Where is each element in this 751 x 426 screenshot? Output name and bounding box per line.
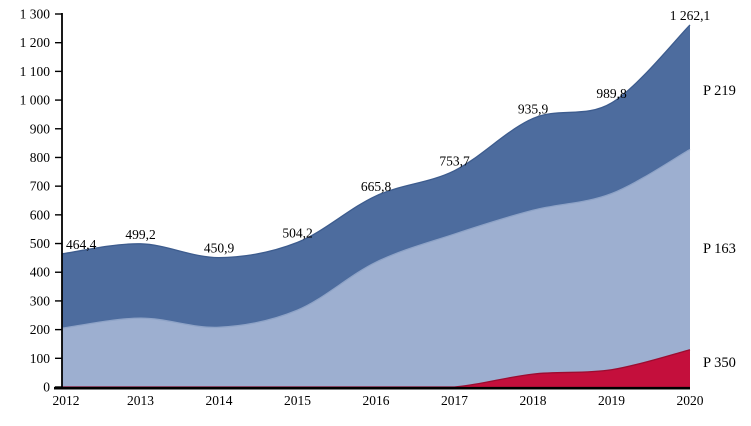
y-tick-label: 1 200 bbox=[20, 35, 51, 50]
x-tick-label: 2012 bbox=[53, 393, 80, 408]
x-tick-label: 2019 bbox=[598, 393, 625, 408]
data-label: 989,8 bbox=[596, 86, 627, 101]
y-tick-label: 1 000 bbox=[20, 93, 51, 108]
data-label: 450,9 bbox=[204, 241, 235, 256]
x-tick-label: 2020 bbox=[677, 393, 704, 408]
area-border-p-219 bbox=[61, 24, 691, 259]
series-right-label: P 350 bbox=[703, 355, 736, 371]
y-tick-label: 400 bbox=[30, 265, 51, 280]
y-tick-label: 800 bbox=[30, 150, 51, 165]
y-tick-label: 700 bbox=[30, 179, 51, 194]
y-tick-label: 500 bbox=[30, 236, 51, 251]
data-label: 504,2 bbox=[282, 225, 312, 240]
y-tick-label: 300 bbox=[30, 293, 51, 308]
x-tick-label: 2016 bbox=[363, 393, 390, 408]
area-p-350 bbox=[62, 349, 690, 387]
x-tick-label: 2018 bbox=[520, 393, 547, 408]
series-right-label: P 163 bbox=[703, 241, 736, 257]
data-label: 935,9 bbox=[518, 101, 549, 116]
data-label: 753,7 bbox=[439, 154, 470, 169]
y-tick-label: 200 bbox=[30, 322, 51, 337]
y-tick-label: 0 bbox=[43, 380, 50, 395]
data-label: 1 262,1 bbox=[670, 8, 711, 23]
y-tick-label: 100 bbox=[30, 351, 51, 366]
x-tick-label: 2013 bbox=[127, 393, 154, 408]
y-tick-label: 1 300 bbox=[20, 7, 51, 22]
data-label: 665,8 bbox=[361, 179, 392, 194]
x-tick-label: 2015 bbox=[284, 393, 311, 408]
y-tick-label: 1 100 bbox=[20, 64, 51, 79]
y-tick-label: 900 bbox=[30, 121, 51, 136]
x-tick-label: 2014 bbox=[206, 393, 233, 408]
series-right-label: P 219 bbox=[703, 83, 736, 99]
x-tick-label: 2017 bbox=[441, 393, 468, 408]
data-label: 499,2 bbox=[125, 227, 155, 242]
y-tick-label: 600 bbox=[30, 207, 51, 222]
data-label: 464,4 bbox=[66, 237, 97, 252]
area-border-p-163 bbox=[61, 148, 691, 329]
